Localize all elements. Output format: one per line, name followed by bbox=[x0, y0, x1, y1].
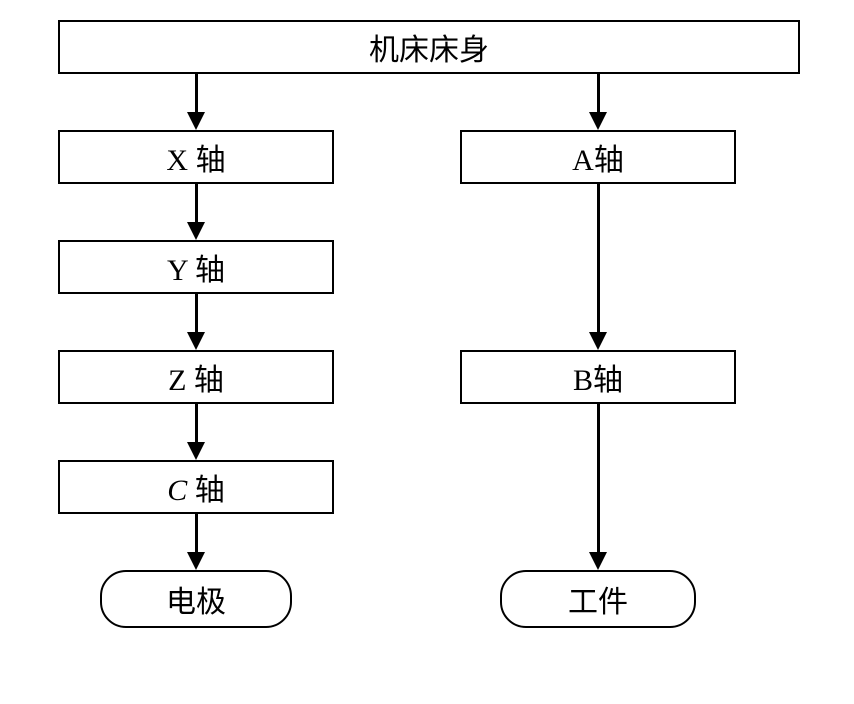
node-root-label: 机床床身 bbox=[369, 25, 489, 69]
node-z-axis: Z 轴 bbox=[58, 350, 334, 404]
node-c-axis: C 轴 bbox=[58, 460, 334, 514]
node-x-axis-label: X 轴 bbox=[166, 135, 225, 179]
arrow-down-icon bbox=[187, 442, 205, 460]
edge-b-workpiece bbox=[597, 404, 600, 552]
node-b-axis-label: B轴 bbox=[573, 355, 623, 399]
arrow-down-icon bbox=[187, 112, 205, 130]
node-b-axis: B轴 bbox=[460, 350, 736, 404]
node-x-axis: X 轴 bbox=[58, 130, 334, 184]
edge-x-y bbox=[195, 184, 198, 222]
arrow-down-icon bbox=[589, 552, 607, 570]
node-y-axis: Y 轴 bbox=[58, 240, 334, 294]
node-workpiece: 工件 bbox=[500, 570, 696, 628]
node-z-axis-label: Z 轴 bbox=[168, 355, 224, 399]
node-root: 机床床身 bbox=[58, 20, 800, 74]
node-workpiece-label: 工件 bbox=[568, 577, 628, 621]
node-a-axis: A轴 bbox=[460, 130, 736, 184]
edge-y-z bbox=[195, 294, 198, 332]
arrow-down-icon bbox=[589, 112, 607, 130]
arrow-down-icon bbox=[187, 552, 205, 570]
edge-root-a bbox=[597, 74, 600, 112]
arrow-down-icon bbox=[187, 222, 205, 240]
node-a-axis-label: A轴 bbox=[572, 135, 624, 179]
edge-a-b bbox=[597, 184, 600, 332]
node-electrode: 电极 bbox=[100, 570, 292, 628]
node-c-axis-label: C 轴 bbox=[167, 465, 225, 509]
edge-root-x bbox=[195, 74, 198, 112]
node-electrode-label: 电极 bbox=[166, 577, 226, 621]
node-y-axis-label: Y 轴 bbox=[167, 245, 225, 289]
arrow-down-icon bbox=[187, 332, 205, 350]
edge-c-electrode bbox=[195, 514, 198, 552]
edge-z-c bbox=[195, 404, 198, 442]
arrow-down-icon bbox=[589, 332, 607, 350]
